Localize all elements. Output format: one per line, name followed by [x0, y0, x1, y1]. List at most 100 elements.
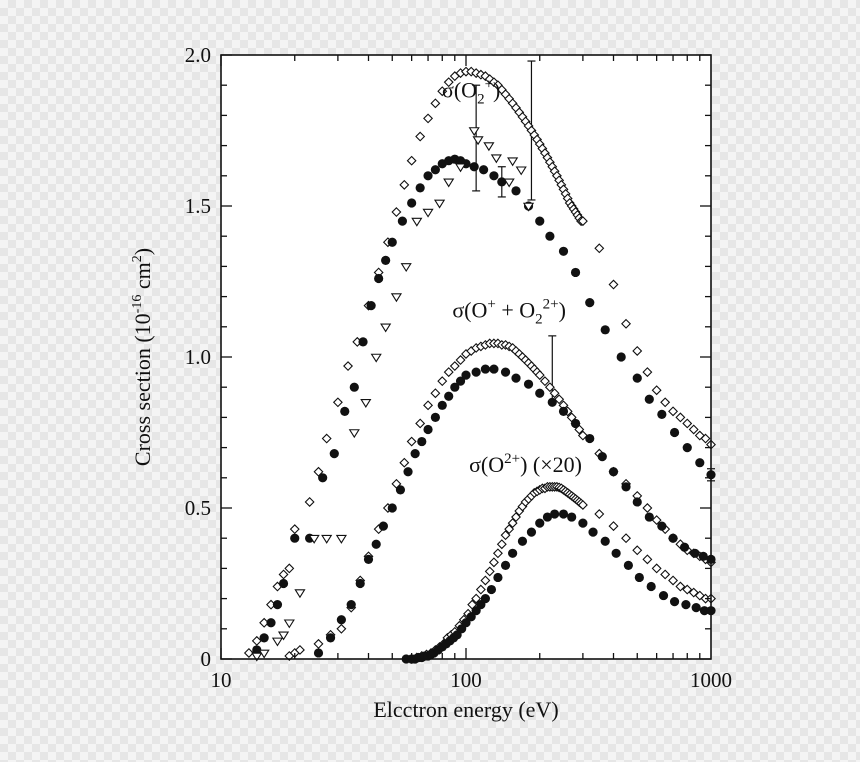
data-point-filled-circle — [567, 512, 577, 522]
data-point-open-triangle — [360, 398, 372, 408]
data-point-open-diamond — [642, 367, 653, 378]
data-point-filled-circle — [387, 237, 397, 247]
label-o-2plus-part: 2+ — [504, 451, 520, 467]
data-point-open-diamond — [437, 376, 448, 387]
y-axis-label-exp2: 2 — [130, 255, 145, 262]
data-point-open-diamond — [574, 424, 585, 435]
data-point-open-diamond — [284, 563, 295, 574]
data-point-open-diamond — [642, 503, 653, 513]
data-point-open-triangle — [454, 163, 467, 173]
y-tick-label: 0 — [201, 647, 212, 671]
data-point-open-diamond — [594, 243, 605, 254]
data-point-open-diamond — [480, 575, 491, 586]
data-point-open-triangle — [335, 534, 347, 544]
data-point-filled-circle — [363, 554, 374, 564]
data-point-filled-circle — [558, 246, 569, 256]
data-point-filled-circle — [259, 633, 269, 643]
data-point-filled-circle — [430, 165, 440, 175]
data-point-open-diamond — [437, 86, 448, 97]
data-point-open-diamond — [475, 584, 486, 595]
data-point-filled-circle — [423, 171, 433, 181]
data-point-filled-circle — [600, 536, 610, 546]
data-point-open-diamond — [399, 179, 410, 190]
data-point-open-diamond — [343, 361, 354, 372]
data-point-open-diamond — [443, 77, 454, 88]
data-point-open-triangle — [443, 178, 455, 188]
data-point-open-diamond — [332, 397, 343, 408]
data-point-filled-circle — [646, 581, 656, 592]
data-point-filled-circle — [679, 542, 690, 552]
data-point-open-diamond — [577, 430, 588, 441]
data-point-open-triangle — [490, 154, 502, 164]
data-point-open-triangle — [283, 619, 295, 629]
label-o2-plus-part: ) — [493, 77, 500, 102]
data-point-filled-circle — [290, 533, 300, 543]
data-point-filled-circle — [698, 551, 708, 561]
data-point-filled-circle — [266, 618, 276, 628]
data-point-filled-circle — [542, 512, 553, 522]
data-point-open-triangle — [390, 293, 403, 303]
data-point-open-triangle — [348, 429, 360, 439]
data-point-open-triangle — [400, 263, 412, 273]
data-point-filled-circle — [558, 509, 569, 519]
data-point-filled-circle — [535, 388, 545, 398]
data-point-filled-circle — [634, 572, 644, 583]
data-point-open-diamond — [608, 521, 619, 532]
y-tick-label: 1.0 — [185, 345, 211, 369]
data-point-filled-circle — [632, 497, 642, 507]
data-point-filled-circle — [415, 183, 425, 193]
y-axis-label-prefix: Cross section (10 — [130, 313, 155, 466]
y-tick-label: 2.0 — [185, 43, 211, 67]
data-point-open-diamond — [243, 647, 254, 658]
data-point-open-triangle — [483, 142, 495, 152]
series-2 — [252, 154, 716, 655]
data-point-filled-circle — [486, 584, 497, 595]
label-o-plus-o2-2plus-part: 2+ — [543, 297, 559, 313]
data-point-filled-circle — [374, 273, 384, 284]
data-point-filled-circle — [318, 473, 328, 483]
data-point-filled-circle — [493, 572, 503, 583]
data-point-filled-circle — [378, 521, 388, 531]
data-point-open-triangle — [507, 157, 519, 167]
data-point-open-diamond — [336, 623, 347, 634]
data-point-filled-circle — [346, 600, 356, 610]
data-point-filled-circle — [272, 600, 283, 610]
data-point-open-triangle — [251, 652, 263, 662]
label-o-2plus-part: ) (×20) — [520, 452, 582, 477]
label-o-plus-o2-2plus-part: ) — [559, 298, 566, 323]
data-point-open-diamond — [423, 400, 434, 411]
data-point-filled-circle — [395, 485, 406, 495]
data-point-filled-circle — [325, 633, 336, 643]
data-point-open-diamond — [430, 388, 441, 399]
data-point-open-triangle — [308, 534, 320, 544]
data-point-open-triangle — [294, 589, 306, 599]
data-point-filled-circle — [371, 539, 381, 549]
data-point-filled-circle — [682, 443, 692, 453]
data-point-filled-circle — [355, 578, 365, 589]
data-point-filled-circle — [558, 406, 569, 416]
data-point-filled-circle — [455, 376, 466, 386]
data-point-filled-circle — [387, 503, 397, 513]
data-point-open-triangle — [522, 202, 535, 212]
data-point-filled-circle — [600, 325, 610, 335]
label-o-plus-o2-2plus-part: + — [487, 297, 495, 313]
data-point-open-diamond — [488, 557, 499, 568]
data-point-filled-circle — [616, 352, 626, 362]
data-point-filled-circle — [511, 373, 521, 383]
data-point-filled-circle — [489, 171, 499, 181]
data-point-filled-circle — [669, 427, 680, 438]
data-point-open-triangle — [271, 637, 284, 647]
data-point-filled-circle — [691, 603, 701, 613]
label-o2-plus-part: 2 — [477, 91, 485, 107]
data-point-open-diamond — [500, 530, 511, 541]
data-point-filled-circle — [489, 364, 499, 374]
data-point-open-diamond — [594, 509, 605, 520]
data-point-open-diamond — [294, 644, 305, 655]
marks-layer — [243, 60, 716, 664]
data-point-open-diamond — [621, 533, 632, 544]
y-tick-label: 0.5 — [185, 496, 211, 520]
x-tick-label: 100 — [450, 668, 482, 692]
data-point-filled-circle — [608, 467, 619, 477]
data-point-filled-circle — [621, 482, 631, 492]
